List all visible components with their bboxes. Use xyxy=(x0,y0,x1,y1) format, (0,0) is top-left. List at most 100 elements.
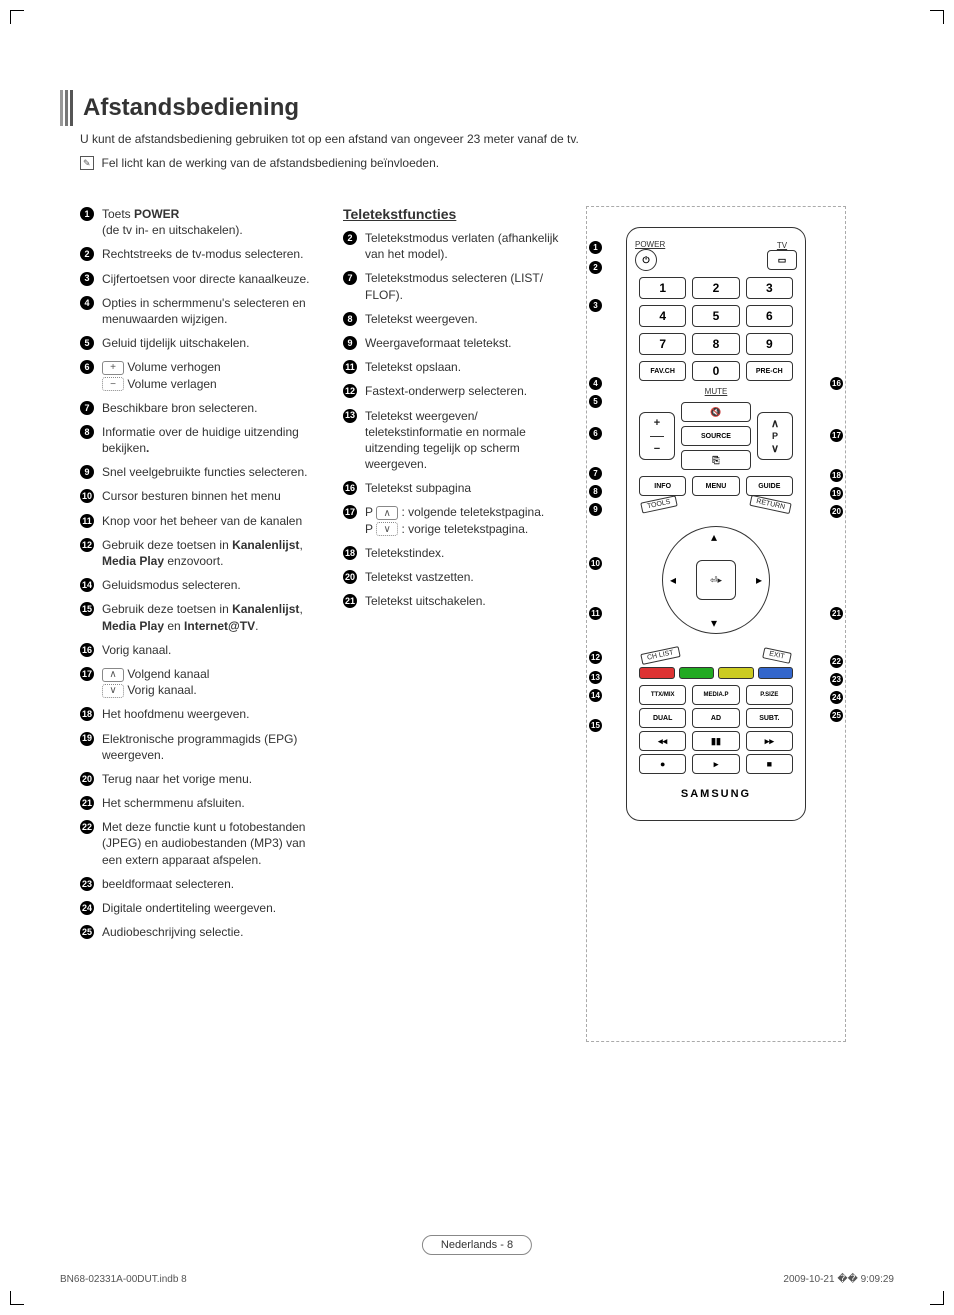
favch-button[interactable]: FAV.CH xyxy=(639,361,686,381)
main-item-14: 14Geluidsmodus selecteren. xyxy=(80,577,325,593)
vol-up-icon: + xyxy=(654,417,660,429)
color-button-3[interactable] xyxy=(758,667,794,679)
callout-right-17: 17 xyxy=(830,429,843,442)
badge-tt-20: 20 xyxy=(343,570,357,584)
exit-button[interactable]: EXIT xyxy=(763,647,792,663)
callout-left-12: 12 xyxy=(589,651,602,664)
prech-button[interactable]: PRE-CH xyxy=(746,361,793,381)
main-item-17: 17∧ Volgend kanaal∨ Vorig kanaal. xyxy=(80,666,325,698)
badge-tt-12: 12 xyxy=(343,384,357,398)
num-5-button[interactable]: 5 xyxy=(692,305,739,327)
callout-right-23: 23 xyxy=(830,673,843,686)
color-button-1[interactable] xyxy=(679,667,715,679)
record-button[interactable]: ● xyxy=(639,754,686,774)
main-functions-column: 1Toets POWER(de tv in- en uitschakelen).… xyxy=(80,206,325,1042)
power-label: POWER xyxy=(635,240,665,249)
main-item-text-25: Audiobeschrijving selectie. xyxy=(102,924,325,940)
callout-left-7: 7 xyxy=(589,467,602,480)
main-item-9: 9Snel veelgebruikte functies selecteren. xyxy=(80,464,325,480)
return-button[interactable]: RETURN xyxy=(749,495,792,514)
badge-tt-13: 13 xyxy=(343,409,357,423)
color-button-0[interactable] xyxy=(639,667,675,679)
main-item-2: 2Rechtstreeks de tv-modus selecteren. xyxy=(80,246,325,262)
source-button[interactable]: SOURCE xyxy=(681,426,751,446)
badge-15: 15 xyxy=(80,602,94,616)
play-button[interactable]: ▸ xyxy=(692,754,739,774)
badge-tt-8: 8 xyxy=(343,312,357,326)
teletext-item-20: 20Teletekst vastzetten. xyxy=(343,569,568,585)
ch-down-icon: ∨ xyxy=(771,442,779,455)
num-7-button[interactable]: 7 xyxy=(639,333,686,355)
power-button[interactable]: ⏻ xyxy=(635,249,657,271)
num-3-button[interactable]: 3 xyxy=(746,277,793,299)
guide-button[interactable]: GUIDE xyxy=(746,476,793,496)
teletext-item-text-17: P ∧ : volgende teletekstpagina.P ∨ : vor… xyxy=(365,504,568,536)
badge-17: 17 xyxy=(80,667,94,681)
badge-3: 3 xyxy=(80,272,94,286)
channel-rocker[interactable]: ∧ P ∨ xyxy=(757,412,793,460)
callout-left-14: 14 xyxy=(589,689,602,702)
tools-button[interactable]: TOOLS xyxy=(640,495,677,513)
volume-rocker[interactable]: + − xyxy=(639,412,675,460)
badge-5: 5 xyxy=(80,336,94,350)
num-6-button[interactable]: 6 xyxy=(746,305,793,327)
ttxmix-button[interactable]: TTX/MIX xyxy=(639,685,686,705)
number-grid: 123 456 789 xyxy=(639,277,793,355)
rewind-button[interactable]: ◂◂ xyxy=(639,731,686,751)
num-9-button[interactable]: 9 xyxy=(746,333,793,355)
chlist-button[interactable]: CH LIST xyxy=(640,646,680,665)
remote-control: POWER ⏻ TV ▭ 123456789 FAV.CH 0 PRE-CH M… xyxy=(626,227,806,821)
main-item-12: 12Gebruik deze toetsen in Kanalenlijst, … xyxy=(80,537,325,569)
tv-button[interactable]: ▭ xyxy=(767,250,797,270)
color-button-2[interactable] xyxy=(718,667,754,679)
main-item-text-20: Terug naar het vorige menu. xyxy=(102,771,325,787)
ffwd-button[interactable]: ▸▸ xyxy=(746,731,793,751)
badge-tt-11: 11 xyxy=(343,360,357,374)
menu-button[interactable]: MENU xyxy=(692,476,739,496)
p-label: P xyxy=(772,431,778,441)
source-icon-button[interactable]: ⎘ xyxy=(681,450,751,470)
num-2-button[interactable]: 2 xyxy=(692,277,739,299)
badge-8: 8 xyxy=(80,425,94,439)
teletext-item-text-7: Teletekstmodus selecteren (LIST/ FLOF). xyxy=(365,270,568,302)
num-8-button[interactable]: 8 xyxy=(692,333,739,355)
intro-text: U kunt de afstandsbediening gebruiken to… xyxy=(80,132,894,146)
psize-button[interactable]: P.SIZE xyxy=(746,685,793,705)
callout-right-18: 18 xyxy=(830,469,843,482)
dpad-down[interactable]: ▾ xyxy=(711,616,717,630)
callout-right-19: 19 xyxy=(830,487,843,500)
teletext-item-9: 9Weergaveformaat teletekst. xyxy=(343,335,568,351)
stop-button[interactable]: ■ xyxy=(746,754,793,774)
callout-right-25: 25 xyxy=(830,709,843,722)
callout-right-20: 20 xyxy=(830,505,843,518)
zero-button[interactable]: 0 xyxy=(692,361,739,381)
dpad-left[interactable]: ◂ xyxy=(670,573,676,587)
teletext-item-16: 16Teletekst subpagina xyxy=(343,480,568,496)
teletext-item-text-13: Teletekst weergeven/ teletekstinformatie… xyxy=(365,408,568,473)
dual-button[interactable]: DUAL xyxy=(639,708,686,728)
subt-button[interactable]: SUBT. xyxy=(746,708,793,728)
mediap-button[interactable]: MEDIA.P xyxy=(692,685,739,705)
callout-left-2: 2 xyxy=(589,261,602,274)
main-item-text-7: Beschikbare bron selecteren. xyxy=(102,400,325,416)
pause-button[interactable]: ▮▮ xyxy=(692,731,739,751)
dpad-right[interactable]: ▸ xyxy=(756,573,762,587)
ad-button[interactable]: AD xyxy=(692,708,739,728)
info-button[interactable]: INFO xyxy=(639,476,686,496)
mute-button[interactable]: 🔇 xyxy=(681,402,751,422)
teletext-item-text-12: Fastext-onderwerp selecteren. xyxy=(365,383,568,399)
teletext-heading: Teletekstfuncties xyxy=(343,206,568,222)
crop-mark-tr xyxy=(930,10,944,24)
main-item-text-3: Cijfertoetsen voor directe kanaalkeuze. xyxy=(102,271,325,287)
crop-mark-bl xyxy=(10,1291,24,1305)
num-4-button[interactable]: 4 xyxy=(639,305,686,327)
callout-right-24: 24 xyxy=(830,691,843,704)
dpad-up[interactable]: ▴ xyxy=(711,530,717,544)
main-item-text-18: Het hoofdmenu weergeven. xyxy=(102,706,325,722)
callout-left-1: 1 xyxy=(589,241,602,254)
main-item-text-8: Informatie over de huidige uitzending be… xyxy=(102,424,325,456)
main-item-22: 22Met deze functie kunt u fotobestanden … xyxy=(80,819,325,868)
teletext-item-text-11: Teletekst opslaan. xyxy=(365,359,568,375)
enter-button[interactable]: ⏎▸ xyxy=(696,560,736,600)
num-1-button[interactable]: 1 xyxy=(639,277,686,299)
